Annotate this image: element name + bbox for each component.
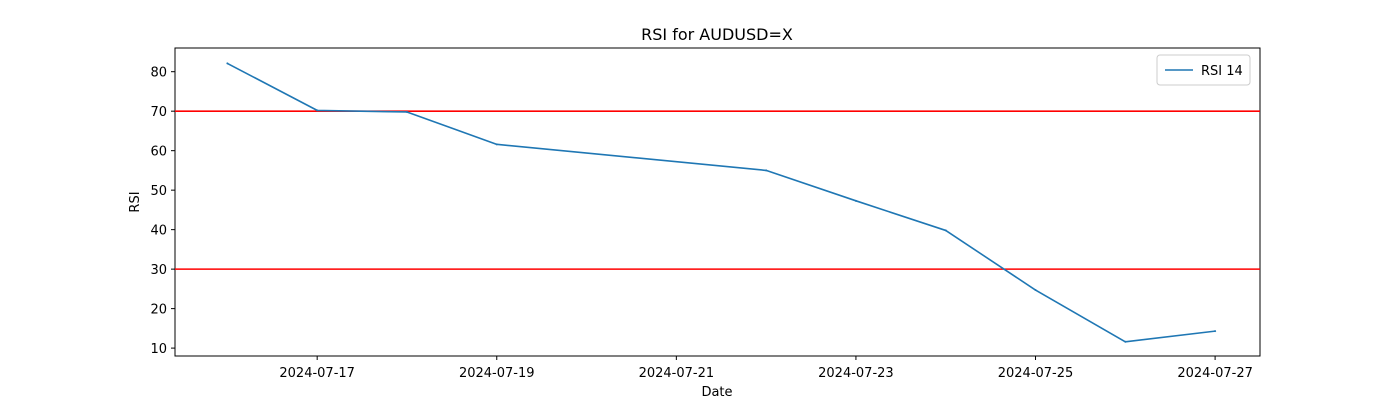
data-point-0-2 (405, 110, 408, 113)
plot-area: 10 20 30 40 50 60 70 80 2024-07-17 2024-07-19 2024… (150, 47, 1261, 381)
x-tick-label-3: 2024-07-23 (818, 366, 894, 381)
data-point-0-6 (944, 229, 947, 232)
x-tick-label-4: 2024-07-25 (998, 366, 1074, 381)
y-tick-label-0: 10 (150, 342, 167, 357)
x-tick-label-0: 2024-07-17 (279, 366, 355, 381)
x-tick-label-5: 2024-07-27 (1177, 366, 1253, 381)
y-axis-label: RSI (128, 191, 143, 212)
data-point-0-8 (1124, 340, 1127, 343)
x-tick-label-2: 2024-07-21 (639, 366, 715, 381)
series-line-0 (227, 62, 1216, 343)
data-point-0-3 (495, 143, 498, 146)
data-point-0-9 (1214, 330, 1217, 333)
y-tick-label-3: 40 (150, 224, 167, 239)
data-point-0-1 (316, 109, 319, 112)
x-axis-label: Date (701, 385, 732, 400)
data-point-0-0 (226, 62, 229, 65)
chart-title: RSI for AUDUSD=X (641, 25, 793, 44)
y-tick-label-1: 20 (150, 303, 167, 318)
legend-label-0: RSI 14 (1201, 64, 1243, 79)
y-tick-label-5: 60 (150, 145, 167, 160)
plot-frame (174, 47, 1261, 357)
y-tick-label-4: 50 (150, 184, 167, 199)
y-tick-label-7: 80 (150, 66, 167, 81)
legend-box (1156, 54, 1251, 86)
x-tick-label-1: 2024-07-19 (459, 366, 535, 381)
y-tick-label-6: 70 (150, 105, 167, 120)
y-tick-label-2: 30 (150, 263, 167, 278)
data-point-0-5 (854, 199, 857, 202)
data-point-0-4 (765, 169, 768, 172)
data-point-0-7 (1034, 289, 1037, 292)
